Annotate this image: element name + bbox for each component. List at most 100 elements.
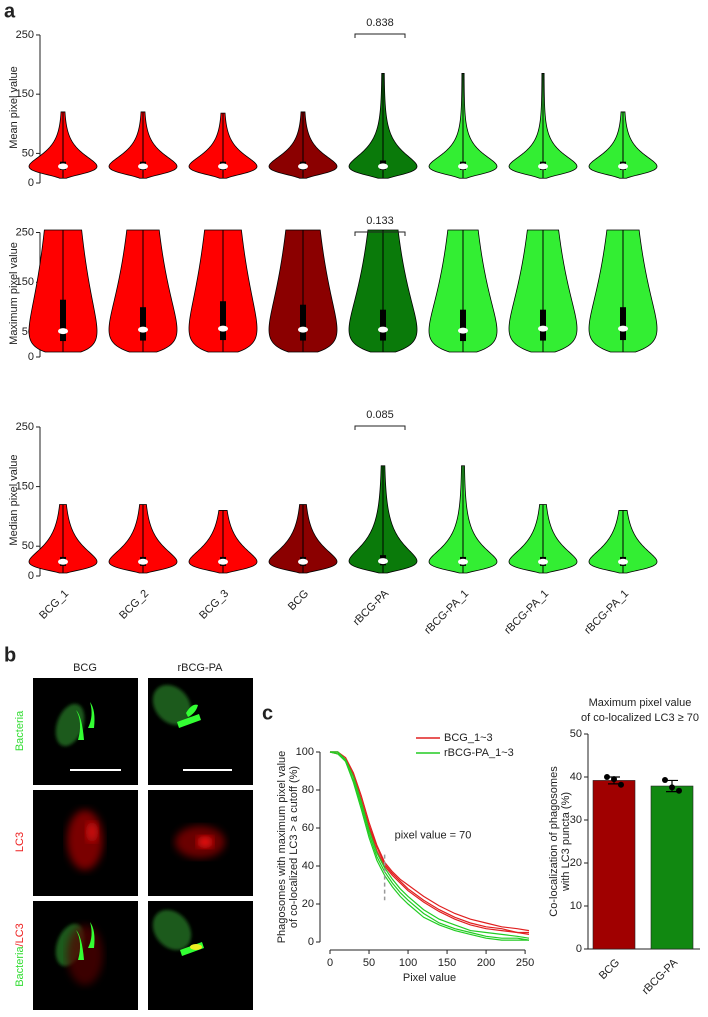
y-tick-label: 80 <box>302 784 314 796</box>
median-dot <box>218 558 228 565</box>
panel-label: a <box>4 0 16 22</box>
data-point <box>662 777 668 784</box>
median-dot <box>138 163 148 170</box>
bar <box>592 780 636 950</box>
median-dot <box>138 326 148 333</box>
line <box>330 751 530 939</box>
line <box>330 751 529 934</box>
median-dot <box>538 325 548 332</box>
line <box>330 751 530 932</box>
x-tick-label: rBCG-PA_1 <box>502 588 551 637</box>
x-tick-label: 150 <box>438 957 456 969</box>
median-dot <box>58 558 68 565</box>
median-dot <box>538 163 548 170</box>
median-dot <box>618 163 628 170</box>
x-tick-label: BCG <box>597 957 622 982</box>
y-tick-label: 0 <box>28 570 34 582</box>
y-axis-label: Co-localization of phagosomes <box>548 766 560 917</box>
column-label: BCG <box>73 662 97 674</box>
y-axis-label: Median pixel value <box>8 454 20 545</box>
iqr-box <box>60 299 66 342</box>
x-tick-label: 200 <box>477 957 495 969</box>
y-tick-label: 150 <box>16 88 34 100</box>
row-label: Bacteria <box>14 710 26 751</box>
bar <box>650 785 694 950</box>
y-tick-label: 40 <box>570 771 582 783</box>
p-value: 0.085 <box>366 409 394 421</box>
data-point <box>604 774 610 780</box>
x-tick-label: BCG_2 <box>117 588 151 622</box>
median-dot <box>138 558 148 565</box>
y-axis-label: Mean pixel value <box>8 66 20 149</box>
y-tick-label: 100 <box>296 746 314 758</box>
legend-label: BCG_1~3 <box>444 732 493 744</box>
chart-title: of co-localized LC3 ≥ 70 <box>581 712 699 724</box>
y-tick-label: 50 <box>570 728 582 740</box>
row-label: Bacteria/LC3 <box>14 923 26 987</box>
median-dot <box>298 326 308 333</box>
panel-label: c <box>262 702 273 724</box>
iqr-box <box>300 304 306 341</box>
row-label-part: Bacteria <box>14 946 26 987</box>
x-tick-label: 250 <box>516 957 534 969</box>
x-tick-label: rBCG-PA_1 <box>422 588 471 637</box>
x-tick-label: BCG_1 <box>37 588 71 622</box>
median-dot <box>618 325 628 332</box>
y-tick-label: 50 <box>22 540 34 552</box>
x-tick-label: BCG_3 <box>197 588 231 622</box>
y-tick-label: 250 <box>16 29 34 41</box>
cutoff-label: pixel value = 70 <box>395 830 472 842</box>
column-label: rBCG-PA <box>177 662 223 674</box>
chart-title: Maximum pixel value <box>589 697 692 709</box>
y-tick-label: 0 <box>28 351 34 363</box>
row-label: LC3 <box>14 832 26 852</box>
x-tick-label: 50 <box>363 957 375 969</box>
median-dot <box>618 558 628 565</box>
y-tick-label: 250 <box>16 421 34 433</box>
median-dot <box>378 326 388 333</box>
data-point <box>669 784 675 791</box>
p-value: 0.838 <box>366 17 394 29</box>
comparison-bracket <box>354 231 406 236</box>
iqr-box <box>140 307 146 341</box>
median-dot <box>378 163 388 170</box>
data-point <box>676 787 682 794</box>
line <box>329 751 530 935</box>
median-dot <box>58 328 68 335</box>
median-dot <box>538 558 548 565</box>
row-label-part: /LC3 <box>14 923 26 946</box>
data-point <box>611 776 617 783</box>
line <box>330 751 530 941</box>
iqr-box <box>620 307 626 341</box>
y-tick-label: 30 <box>570 814 582 826</box>
median-dot <box>298 163 308 170</box>
median-dot <box>58 163 68 170</box>
y-tick-label: 150 <box>16 480 34 492</box>
y-axis-label: Phagosomes with maximum pixel value <box>276 751 288 944</box>
y-tick-label: 10 <box>570 900 582 912</box>
comparison-bracket <box>354 33 406 38</box>
y-tick-label: 40 <box>302 860 314 872</box>
y-axis-label: of co-localized LC3 > a cutoff (%) <box>288 766 300 928</box>
y-tick-label: 50 <box>22 147 34 159</box>
median-dot <box>458 558 468 565</box>
y-tick-label: 20 <box>302 898 314 910</box>
y-tick-label: 150 <box>16 276 34 288</box>
median-dot <box>458 163 468 170</box>
x-tick-label: rBCG-PA <box>351 587 392 628</box>
x-tick-label: 0 <box>327 957 333 969</box>
line <box>329 751 529 941</box>
median-dot <box>298 558 308 565</box>
iqr-box <box>460 309 466 342</box>
y-tick-label: 60 <box>302 822 314 834</box>
y-tick-label: 20 <box>570 857 582 869</box>
x-tick-label: BCG <box>286 588 311 613</box>
x-axis-label: Pixel value <box>403 972 456 984</box>
y-tick-label: 0 <box>576 943 582 955</box>
p-value: 0.133 <box>366 215 394 227</box>
median-dot <box>218 325 228 332</box>
x-tick-label: rBCG-PA <box>640 956 681 997</box>
y-tick-label: 250 <box>16 226 34 238</box>
panel-label: b <box>4 644 16 666</box>
